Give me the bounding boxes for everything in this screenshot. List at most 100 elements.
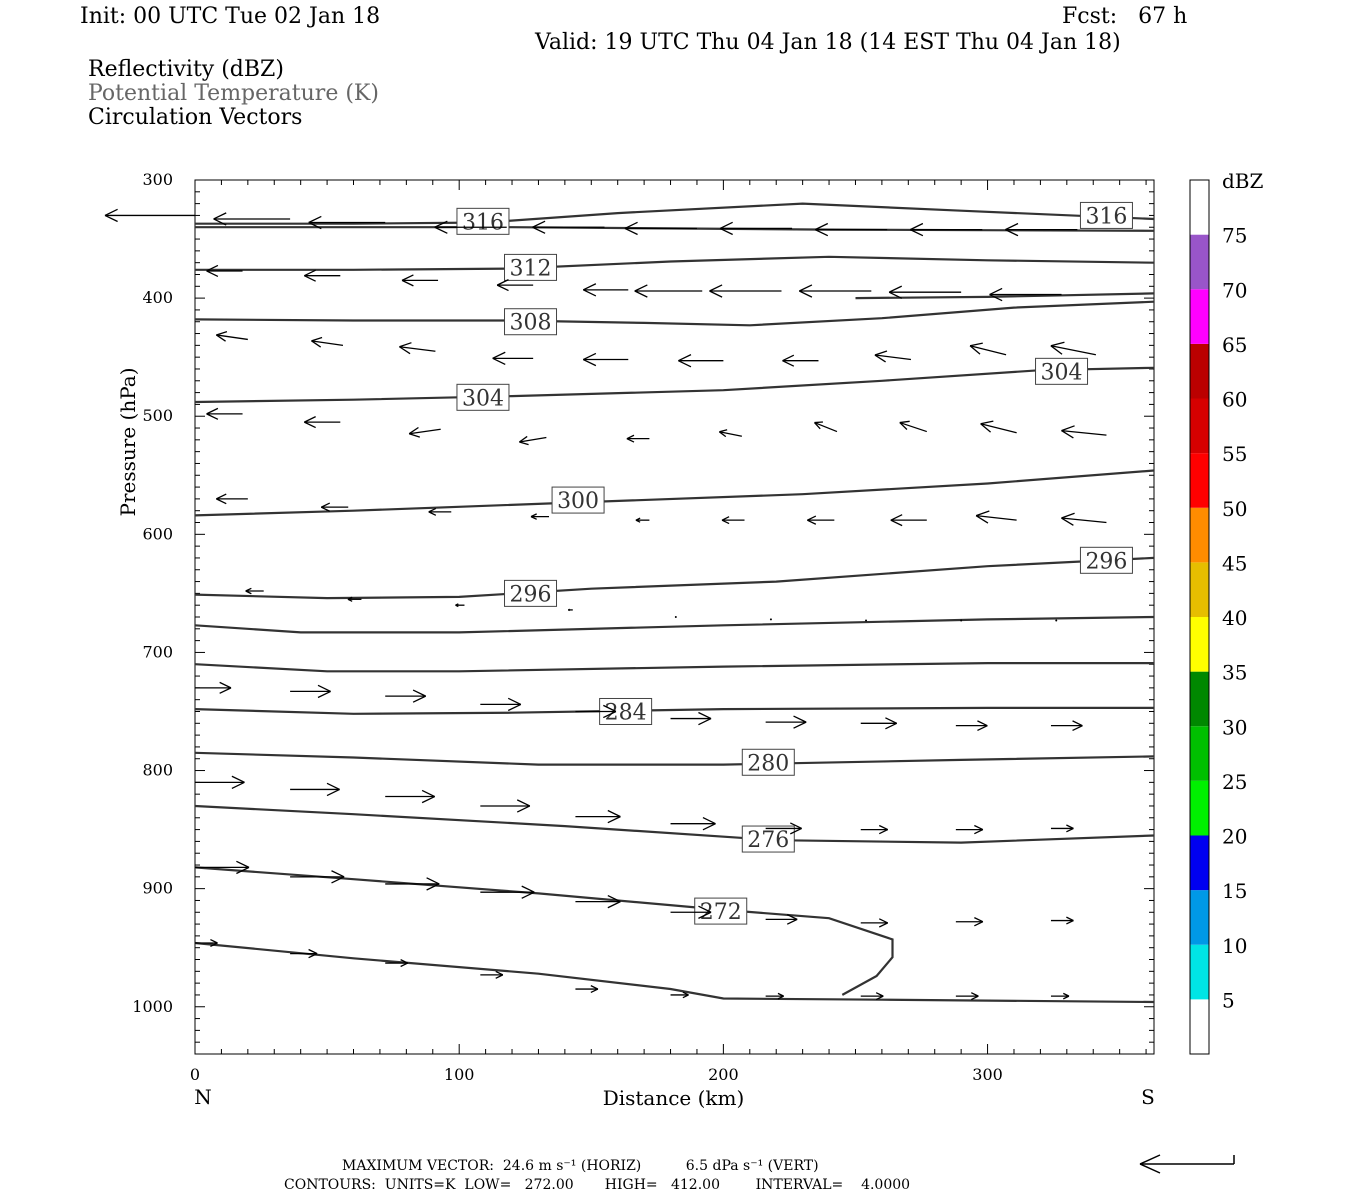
colorbar-label: 30 (1222, 715, 1247, 739)
colorbar-segment (1190, 835, 1209, 891)
vector-head (434, 226, 448, 234)
vector-head (980, 420, 994, 425)
colorbar-segment (1190, 453, 1209, 508)
colorbar-segment (1190, 999, 1209, 1054)
reference-vector-head (1139, 1154, 1161, 1165)
vector-head (790, 827, 802, 835)
vector-head (530, 513, 537, 518)
circulation-vector (455, 603, 465, 608)
circulation-vector (624, 221, 697, 236)
vector-head (317, 684, 331, 692)
vector-head (507, 703, 522, 712)
vector-head (304, 275, 316, 282)
endpoint-label-north: N (194, 1085, 212, 1109)
colorbar-label: 25 (1222, 770, 1247, 794)
circulation-vector (670, 817, 716, 831)
vector-head (634, 290, 648, 298)
colorbar-label: 60 (1222, 388, 1247, 412)
vector-head (885, 717, 898, 724)
vector-head (1066, 824, 1074, 829)
vector-head (603, 704, 617, 713)
circulation-vector (1061, 425, 1107, 439)
vector-head (1072, 720, 1083, 727)
colorbar-label: 40 (1222, 606, 1247, 630)
colorbar-label: 10 (1222, 934, 1247, 958)
circulation-vector (290, 948, 318, 959)
circulation-vector (799, 284, 872, 298)
vector-head (698, 905, 712, 913)
vector-head (678, 354, 692, 362)
circulation-vector (719, 221, 793, 236)
colorbar-label: 20 (1222, 825, 1247, 849)
theta-contour-line (194, 751, 1155, 766)
vector-shaft (899, 421, 928, 433)
circulation-vector (195, 938, 218, 947)
vector-head (977, 725, 988, 732)
theta-contour-line (194, 662, 1154, 673)
legend-reflectivity: Reflectivity (dBZ) (88, 57, 284, 82)
vector-head (311, 336, 323, 342)
theta-contour-line (195, 255, 1155, 271)
circulation-vector (980, 420, 1017, 434)
vector-head (216, 498, 227, 505)
vector-head (977, 720, 988, 727)
circulation-vector (813, 421, 838, 433)
circulation-vector (496, 279, 534, 292)
colorbar-segment (1190, 726, 1209, 781)
vector-head (899, 420, 910, 424)
vector-head (799, 284, 813, 292)
colorbar-segment (1190, 671, 1209, 727)
vector-head (521, 885, 535, 893)
vector-head (875, 995, 884, 1001)
vector-head (1066, 827, 1074, 833)
colorbar-label: 5 (1222, 988, 1235, 1012)
circulation-vector (721, 516, 745, 525)
circulation-vector (304, 269, 341, 282)
vector-shaft (519, 436, 547, 443)
vector-head (974, 824, 984, 831)
circulation-vector (709, 284, 782, 298)
vector-head (890, 519, 903, 527)
colorbar-label: 35 (1222, 661, 1247, 685)
vector-head (719, 227, 733, 236)
vector-shaft (1061, 517, 1107, 524)
vector-head (719, 429, 728, 433)
contour-label-box (1035, 357, 1089, 385)
endpoint-label-south: S (1141, 1085, 1155, 1109)
vector-head (206, 270, 219, 278)
circulation-vector (195, 775, 245, 790)
vector-head (412, 695, 426, 703)
contour-label: 296 (1085, 549, 1127, 574)
circulation-vector (969, 342, 1007, 356)
vector-head (401, 274, 414, 281)
vector-head (807, 515, 817, 521)
circulation-vector (582, 283, 629, 297)
contour-label: 284 (605, 700, 647, 725)
circulation-vector (401, 274, 439, 287)
vector-head (421, 789, 435, 798)
circulation-vector (765, 715, 807, 729)
vector-head (721, 519, 730, 525)
colorbar-label: 65 (1222, 333, 1247, 357)
contour-label: 316 (462, 210, 504, 235)
vector-head (304, 416, 316, 423)
vector-head (814, 421, 823, 424)
contour-label-box (741, 748, 795, 776)
circulation-vector (765, 822, 802, 835)
circulation-vector (480, 697, 522, 712)
vector-head (888, 291, 903, 299)
y-tick-label: 300 (142, 170, 173, 189)
circulation-vector (678, 354, 724, 368)
contour-label: 312 (510, 256, 552, 281)
vector-head (975, 510, 990, 517)
vector-head (878, 918, 889, 924)
colorbar-segment (1190, 780, 1209, 836)
circulation-vector (304, 416, 341, 429)
vector-head (790, 822, 802, 829)
max-vector-note: MAXIMUM VECTOR: 24.6 m s⁻¹ (HORIZ) 6.5 d… (342, 1158, 819, 1174)
vector-head (786, 913, 798, 920)
vector-head (1063, 995, 1070, 1000)
vector-head (1066, 916, 1074, 922)
vector-head (682, 994, 689, 999)
vector-head (702, 823, 716, 831)
